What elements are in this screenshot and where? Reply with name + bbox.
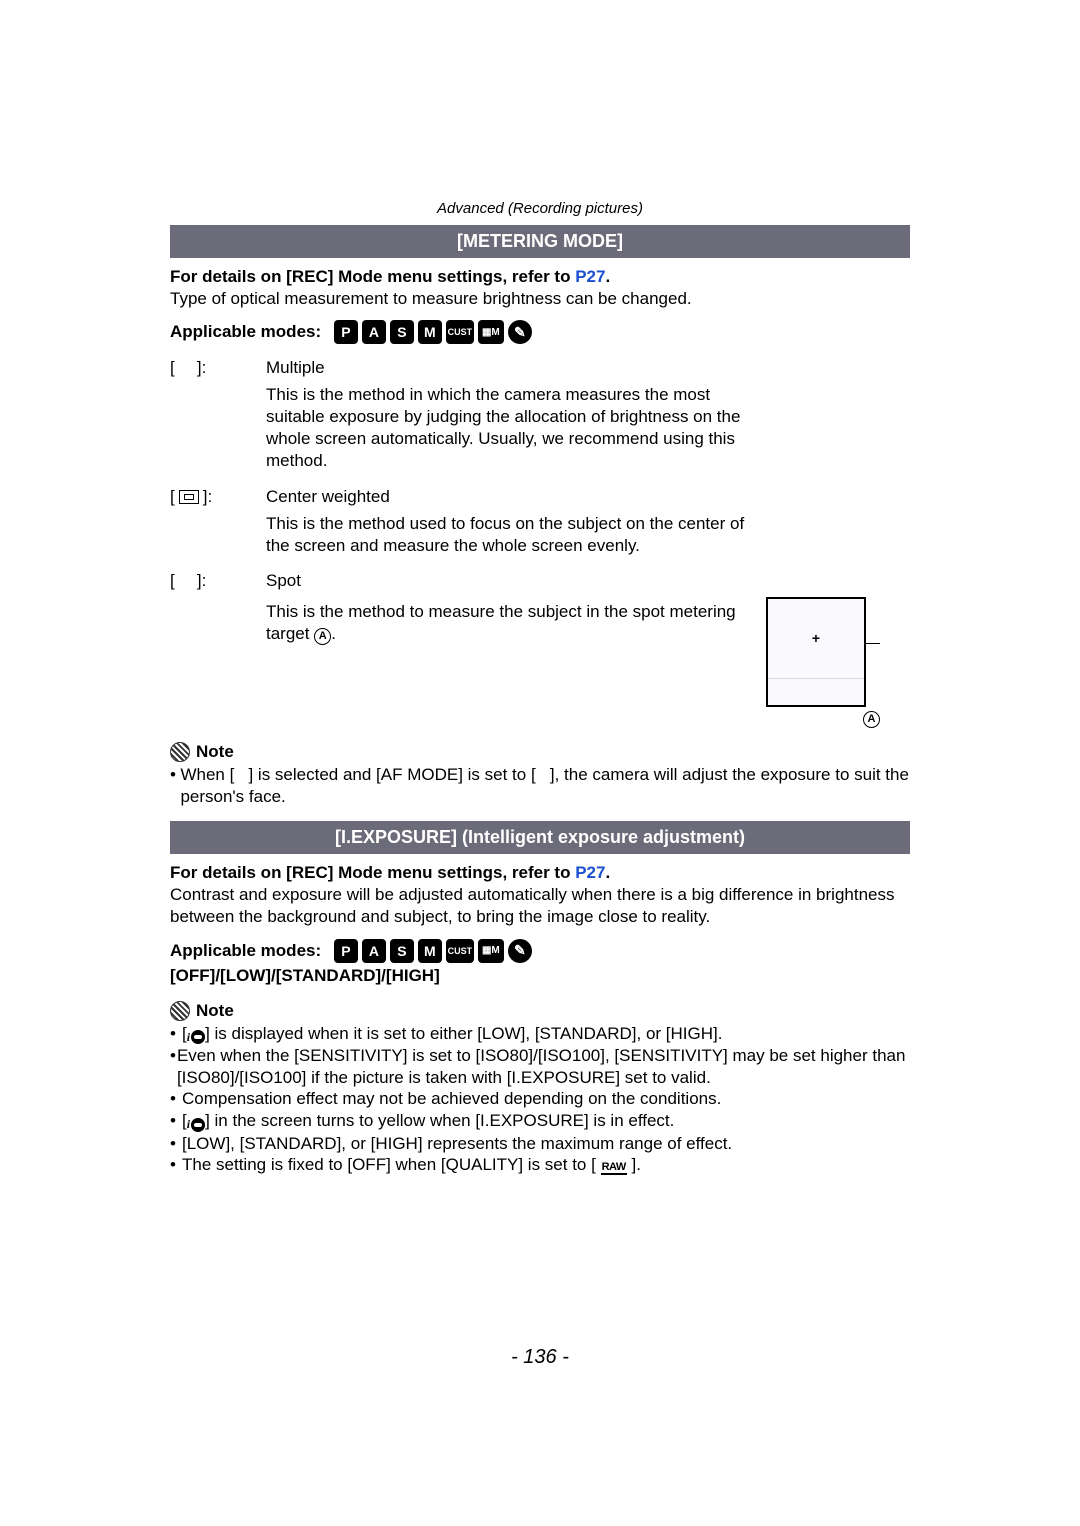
item-symbol: [ ]: [170, 571, 228, 591]
target-a-ref-icon: A [314, 628, 331, 645]
metering-item-multiple: [ ]: Multiple [170, 358, 910, 378]
note-icon [170, 742, 190, 762]
details-link[interactable]: P27 [575, 863, 605, 882]
mode-p-icon: P [334, 320, 358, 344]
mode-s-icon: S [390, 320, 414, 344]
applicable-modes-iexposure: Applicable modes: P A S M CUST ▦M ✎ [170, 939, 910, 963]
iexposure-indicator-icon: i [187, 1030, 205, 1045]
item-label: Multiple [266, 358, 325, 378]
mode-scn-icon: ▦M [478, 939, 504, 963]
banner-iexposure: [I.EXPOSURE] (Intelligent exposure adjus… [170, 821, 910, 854]
mode-cust-icon: CUST [446, 320, 474, 344]
sym-left: [ [170, 358, 175, 378]
iexposure-indicator-icon: i [187, 1117, 205, 1132]
applicable-modes-metering: Applicable modes: P A S M CUST ▦M ✎ [170, 320, 910, 344]
sym-right: ]: [197, 571, 206, 591]
details-prefix: For details on [REC] Mode menu settings,… [170, 863, 575, 882]
target-a-label-icon: A [863, 711, 880, 728]
bullet-6-suffix: ]. [631, 1155, 640, 1174]
mode-m-icon: M [418, 939, 442, 963]
leader-line [866, 643, 880, 707]
modes-label: Applicable modes: [170, 941, 321, 961]
spot-target-icon: + [812, 631, 820, 645]
mode-colour-icon: ✎ [508, 939, 532, 963]
bullet-1-text: ] is displayed when it is set to either … [205, 1024, 722, 1043]
item-label: Spot [266, 571, 301, 591]
mode-a-icon: A [362, 939, 386, 963]
mode-cust-icon: CUST [446, 939, 474, 963]
metering-note-bullets: • When [ ] is selected and [AF MODE] is … [170, 764, 910, 808]
bullet-6-text: The setting is fixed to [OFF] when [QUAL… [182, 1155, 596, 1174]
mode-m-icon: M [418, 320, 442, 344]
item-label: Center weighted [266, 487, 390, 507]
bullet-3: Compensation effect may not be achieved … [182, 1088, 721, 1110]
details-prefix: For details on [REC] Mode menu settings,… [170, 267, 575, 286]
note-label: Note [196, 1001, 234, 1021]
details-link[interactable]: P27 [575, 267, 605, 286]
spot-desc-pre: This is the method to measure the subjec… [266, 602, 736, 643]
metering-item-center: [ ]: Center weighted [170, 487, 910, 507]
iexposure-note-bullets: •[i] is displayed when it is set to eith… [170, 1023, 910, 1176]
sym-left: [ [170, 487, 175, 507]
banner-metering: [METERING MODE] [170, 225, 910, 258]
bullet-4-text: ] in the screen turns to yellow when [I.… [205, 1111, 674, 1130]
note-icon [170, 1001, 190, 1021]
iexposure-details: For details on [REC] Mode menu settings,… [170, 862, 910, 884]
modes-label: Applicable modes: [170, 322, 321, 342]
item-symbol: [ ]: [170, 487, 228, 507]
item-desc-multiple: This is the method in which the camera m… [266, 384, 746, 472]
details-suffix: . [605, 863, 610, 882]
spot-desc-post: . [331, 624, 336, 643]
header-section: Advanced (Recording pictures) [170, 200, 910, 217]
bullet-5: [LOW], [STANDARD], or [HIGH] represents … [182, 1133, 732, 1155]
bullet-4: [i] in the screen turns to yellow when [… [182, 1110, 674, 1132]
note-heading-iexposure: Note [170, 1001, 910, 1021]
iexposure-intro: Contrast and exposure will be adjusted a… [170, 884, 910, 928]
bullet-2: Even when the [SENSITIVITY] is set to [I… [177, 1045, 910, 1089]
iexposure-options: [OFF]/[LOW]/[STANDARD]/[HIGH] [170, 965, 910, 987]
note-mid: ] is selected and [AF MODE] is set to [ [248, 765, 535, 784]
item-symbol: [ ]: [170, 358, 228, 378]
sym-right: ]: [203, 487, 212, 507]
metering-details: For details on [REC] Mode menu settings,… [170, 266, 910, 288]
sym-left: [ [170, 571, 175, 591]
metering-item-spot: [ ]: Spot [170, 571, 910, 591]
item-desc-spot: This is the method to measure the subjec… [266, 601, 746, 724]
note-text: When [ ] is selected and [AF MODE] is se… [180, 764, 910, 808]
spot-figure: + [766, 597, 866, 707]
sym-right: ]: [197, 358, 206, 378]
mode-scn-icon: ▦M [478, 320, 504, 344]
item-desc-center: This is the method used to focus on the … [266, 513, 746, 557]
note-label: Note [196, 742, 234, 762]
note-heading-metering: Note [170, 742, 910, 762]
bullet-1: [i] is displayed when it is set to eithe… [182, 1023, 722, 1045]
raw-icon: RAW [601, 1161, 627, 1175]
page-number: - 136 - [170, 1346, 910, 1369]
mode-p-icon: P [334, 939, 358, 963]
center-weighted-icon [179, 490, 199, 504]
mode-colour-icon: ✎ [508, 320, 532, 344]
note-pre: When [ [180, 765, 234, 784]
details-suffix: . [605, 267, 610, 286]
metering-intro: Type of optical measurement to measure b… [170, 288, 910, 310]
bullet-6: The setting is fixed to [OFF] when [QUAL… [182, 1154, 641, 1176]
mode-s-icon: S [390, 939, 414, 963]
mode-a-icon: A [362, 320, 386, 344]
